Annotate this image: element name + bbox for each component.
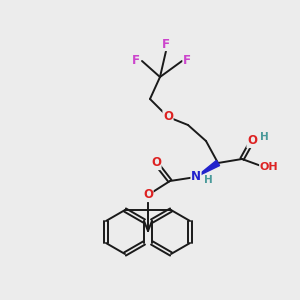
Text: O: O [163, 110, 173, 124]
Polygon shape [196, 160, 220, 177]
Text: O: O [247, 134, 257, 148]
Text: N: N [191, 170, 201, 184]
Text: F: F [132, 55, 140, 68]
Text: F: F [162, 38, 170, 50]
Text: OH: OH [260, 162, 278, 172]
Text: F: F [183, 55, 191, 68]
Text: O: O [143, 188, 153, 202]
Text: O: O [151, 157, 161, 169]
Text: H: H [204, 175, 212, 185]
Text: H: H [260, 132, 268, 142]
